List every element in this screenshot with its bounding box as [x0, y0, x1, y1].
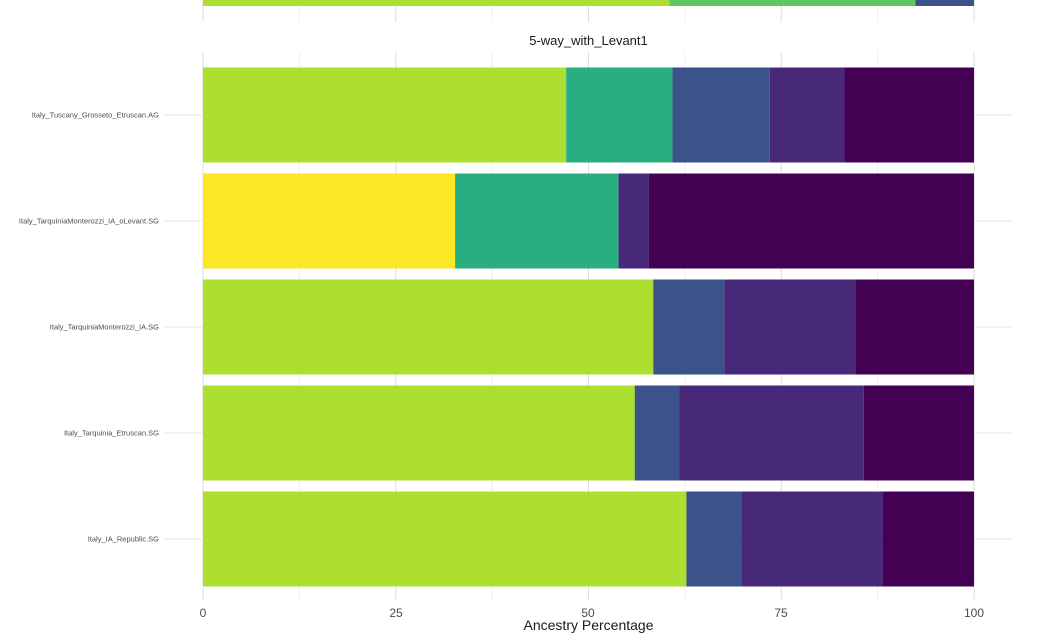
bar-segment	[686, 491, 742, 587]
bar-segment	[203, 491, 687, 587]
bar-segment	[863, 385, 974, 481]
bar-segment	[455, 173, 619, 269]
bar-segment	[669, 0, 916, 6]
x-tick-label: 0	[199, 606, 207, 620]
bar-segment	[203, 0, 670, 6]
chart-title: 5-way_with_Levant1	[529, 33, 648, 48]
bar-segment	[653, 279, 725, 375]
category-label: Italy_IA_Republic.SG	[87, 534, 159, 544]
category-label: Italy_Tuscany_Grosseto_Etruscan.AG	[31, 110, 159, 120]
bar-segment	[634, 385, 680, 481]
bar-segment	[203, 385, 635, 481]
x-tick-label: 100	[963, 606, 985, 620]
x-tick-label: 75	[774, 606, 788, 620]
x-tick-label: 50	[581, 606, 595, 620]
x-tick-label: 25	[389, 606, 403, 620]
bar-segment	[618, 173, 649, 269]
bar-segment	[855, 279, 974, 375]
bar-segment	[566, 67, 673, 163]
category-label: Italy_TarquiniaMonterozzi_IA.SG	[49, 322, 159, 332]
bar-segment	[203, 279, 654, 375]
bar-segment	[883, 491, 974, 587]
bar-segment	[769, 67, 845, 163]
bar-segment	[915, 0, 974, 6]
bars	[203, 0, 974, 587]
bar-segment	[203, 173, 456, 269]
category-label: Italy_Tarquinia_Etruscan.SG	[63, 428, 159, 438]
bar-segment	[679, 385, 864, 481]
bar-segment	[741, 491, 884, 587]
bar-segment	[203, 67, 567, 163]
category-label: Italy_TarquiniaMonterozzi_IA_oLevant.SG	[18, 216, 159, 226]
bar-segment	[724, 279, 856, 375]
bar-segment	[844, 67, 974, 163]
x-axis-title: Ancestry Percentage	[523, 617, 654, 633]
bar-segment	[648, 173, 974, 269]
bar-segment	[672, 67, 770, 163]
